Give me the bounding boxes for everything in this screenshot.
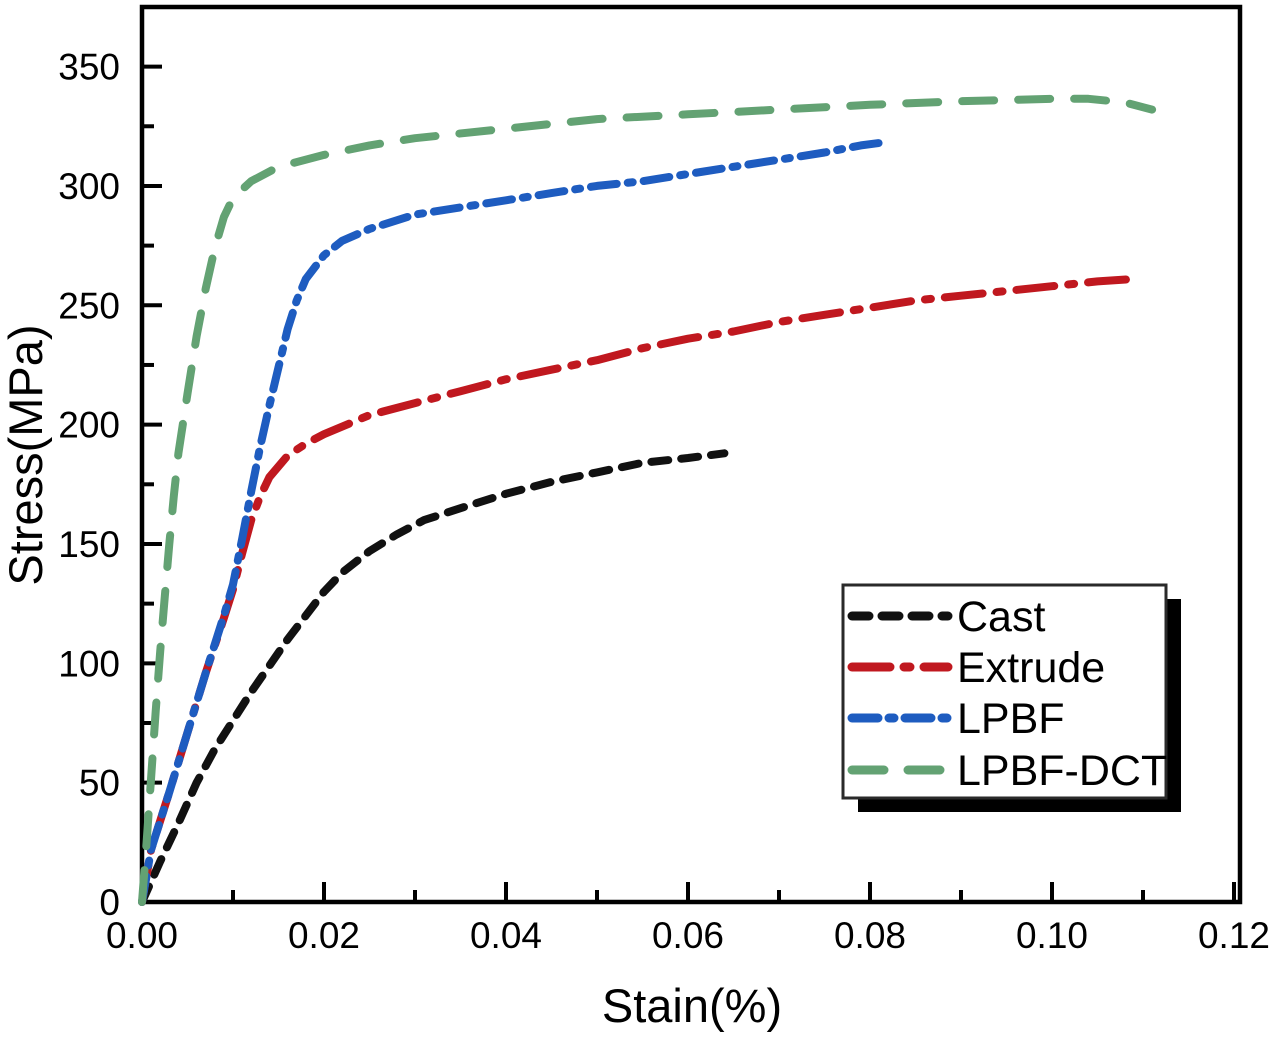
- plot-border: [139, 4, 1243, 905]
- legend-label-lpbf: LPBF: [957, 695, 1065, 743]
- y-tick-label: 300: [58, 166, 120, 207]
- x-tick-label: 0.02: [288, 915, 360, 956]
- series-lines: [138, 94, 1157, 906]
- legend-label-lpbf-dct: LPBF-DCT: [957, 747, 1167, 795]
- y-tick-label: 0: [99, 882, 120, 923]
- x-tick-label: 0.06: [652, 915, 724, 956]
- legend-item-cast: Cast: [847, 593, 1045, 641]
- x-tick-label: 0.10: [1016, 915, 1088, 956]
- axis-tick-labels: 0.00 0.02 0.04 0.06 0.08 0.10 0.12 0 50 100 150 200…: [58, 47, 1270, 956]
- series-line-cast: [138, 449, 729, 906]
- legend-item-lpbf-dct: LPBF-DCT: [847, 747, 1167, 795]
- x-tick-label: 0.08: [834, 915, 906, 956]
- legend-item-lpbf: LPBF: [847, 695, 1065, 743]
- legend-item-extrude: Extrude: [847, 644, 1105, 692]
- series-line-lpbf-dct: [138, 94, 1157, 906]
- x-axis-title: Stain(%): [602, 979, 782, 1032]
- legend-label-cast: Cast: [957, 593, 1045, 641]
- x-tick-label: 0.00: [106, 915, 178, 956]
- y-tick-label: 50: [79, 763, 120, 804]
- y-tick-label: 150: [58, 524, 120, 565]
- y-tick-label: 200: [58, 405, 120, 446]
- x-tick-label: 0.12: [1198, 915, 1270, 956]
- y-axis-title: Stress(MPa): [0, 324, 52, 585]
- legend-label-extrude: Extrude: [957, 644, 1105, 692]
- y-tick-label: 350: [58, 47, 120, 88]
- x-tick-label: 0.04: [470, 915, 542, 956]
- y-tick-label: 100: [58, 643, 120, 684]
- series-line-lpbf: [138, 139, 884, 906]
- y-tick-label: 250: [58, 285, 120, 326]
